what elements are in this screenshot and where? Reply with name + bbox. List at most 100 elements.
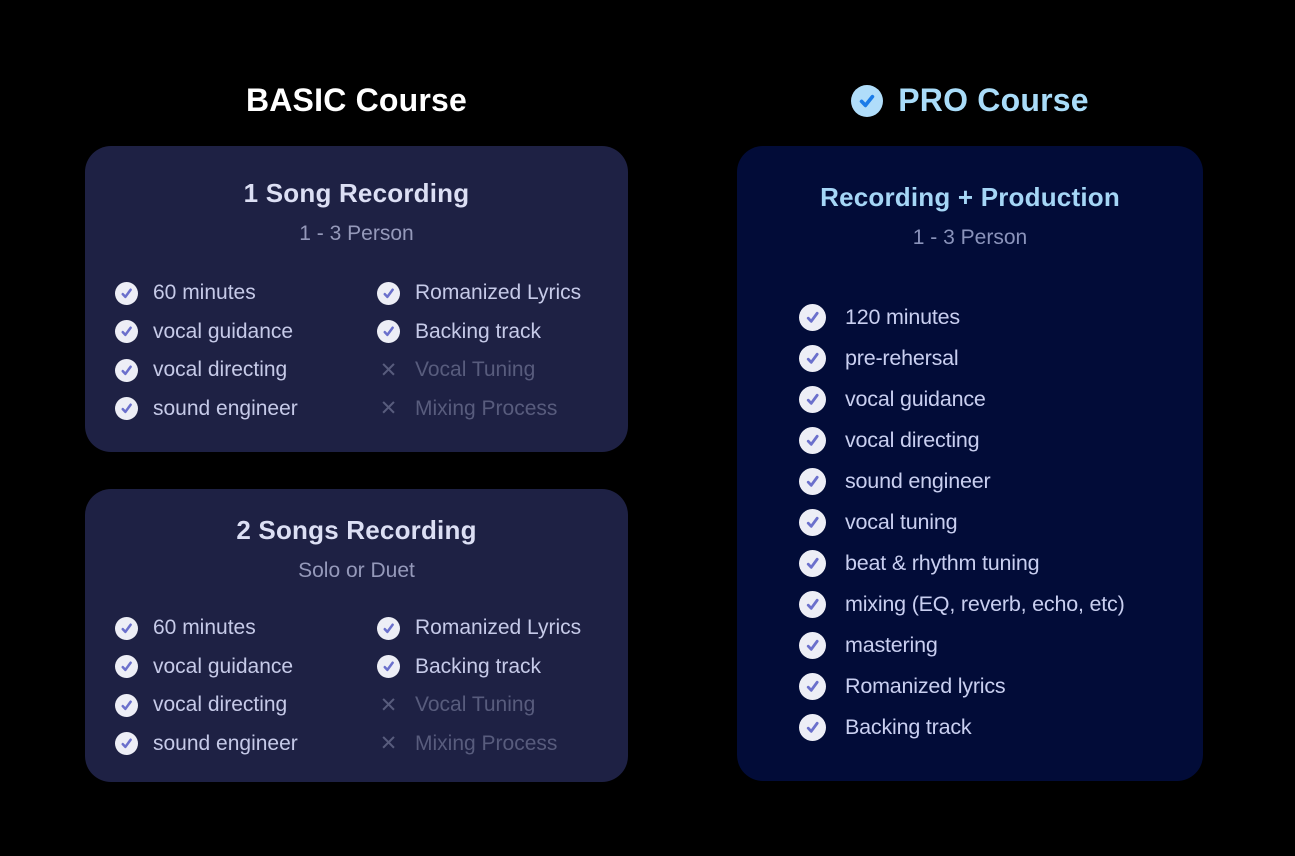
feature-item: ✕ vocal directing bbox=[799, 420, 1183, 461]
feature-column-right: ✕ Romanized Lyrics ✕ Backing track ✕ Voc… bbox=[377, 609, 610, 763]
check-icon bbox=[799, 468, 826, 495]
check-icon bbox=[115, 732, 138, 756]
feature-label: sound engineer bbox=[153, 396, 298, 420]
feature-item: ✕ vocal guidance bbox=[115, 648, 377, 687]
cross-icon: ✕ bbox=[379, 397, 398, 421]
card-title: Recording + Production bbox=[820, 182, 1120, 212]
feature-label: mastering bbox=[845, 633, 938, 657]
feature-item: ✕ mastering bbox=[799, 625, 1183, 666]
basic-card-1-song-recording: 1 Song Recording 1 - 3 Person ✕ 60 minut… bbox=[85, 146, 628, 452]
feature-column-left: ✕ 60 minutes ✕ vocal guidance ✕ vocal di… bbox=[115, 609, 377, 763]
feature-label: 60 minutes bbox=[153, 616, 256, 640]
check-circle-icon bbox=[851, 84, 884, 117]
feature-item: ✕ Backing track bbox=[799, 707, 1183, 748]
feature-label: vocal guidance bbox=[153, 319, 294, 343]
check-icon bbox=[115, 320, 138, 344]
check-icon bbox=[799, 591, 826, 618]
feature-item: ✕ mixing (EQ, reverb, echo, etc) bbox=[799, 584, 1183, 625]
feature-label: Backing track bbox=[415, 319, 542, 343]
check-icon bbox=[115, 397, 138, 421]
cross-icon: ✕ bbox=[379, 358, 398, 382]
feature-list: ✕ 60 minutes ✕ vocal guidance ✕ vocal di… bbox=[85, 274, 628, 428]
feature-item: ✕ sound engineer bbox=[115, 390, 377, 429]
feature-label: Mixing Process bbox=[415, 731, 558, 755]
feature-item: ✕ vocal guidance bbox=[799, 379, 1183, 420]
feature-item: ✕ Vocal Tuning bbox=[377, 686, 610, 725]
feature-label: Romanized Lyrics bbox=[415, 616, 582, 640]
feature-item: ✕ beat & rhythm tuning bbox=[799, 543, 1183, 584]
feature-label: Backing track bbox=[415, 654, 542, 678]
feature-label: Vocal Tuning bbox=[415, 358, 536, 382]
feature-label: sound engineer bbox=[153, 731, 298, 755]
check-icon bbox=[115, 358, 138, 382]
feature-label: vocal directing bbox=[153, 358, 288, 382]
feature-item: ✕ Backing track bbox=[377, 648, 610, 687]
feature-label: vocal guidance bbox=[845, 387, 986, 411]
feature-column-left: ✕ 60 minutes ✕ vocal guidance ✕ vocal di… bbox=[115, 274, 377, 428]
feature-label: Vocal Tuning bbox=[415, 693, 536, 717]
feature-item: ✕ vocal guidance bbox=[115, 313, 377, 352]
check-icon bbox=[115, 655, 138, 679]
feature-item: ✕ pre-rehersal bbox=[799, 338, 1183, 379]
check-icon bbox=[799, 345, 826, 372]
feature-label: vocal directing bbox=[153, 693, 288, 717]
feature-label: sound engineer bbox=[845, 469, 991, 493]
card-title: 2 Songs Recording bbox=[236, 515, 477, 545]
feature-label: Romanized lyrics bbox=[845, 674, 1006, 698]
feature-list: ✕ 60 minutes ✕ vocal guidance ✕ vocal di… bbox=[85, 609, 628, 763]
check-icon bbox=[799, 509, 826, 536]
pro-card-recording-production: Recording + Production 1 - 3 Person ✕ 12… bbox=[737, 146, 1203, 781]
check-icon bbox=[799, 550, 826, 577]
check-icon bbox=[799, 673, 826, 700]
feature-item: ✕ vocal tuning bbox=[799, 502, 1183, 543]
feature-item: ✕ Mixing Process bbox=[377, 390, 610, 429]
check-icon bbox=[115, 693, 138, 717]
feature-item: ✕ Romanized lyrics bbox=[799, 666, 1183, 707]
feature-column-right: ✕ Romanized Lyrics ✕ Backing track ✕ Voc… bbox=[377, 274, 610, 428]
feature-item: ✕ vocal directing bbox=[115, 351, 377, 390]
feature-item: ✕ Vocal Tuning bbox=[377, 351, 610, 390]
cross-icon: ✕ bbox=[379, 693, 398, 717]
check-icon bbox=[799, 427, 826, 454]
check-icon bbox=[115, 281, 138, 305]
cross-icon: ✕ bbox=[379, 732, 398, 756]
feature-label: vocal tuning bbox=[845, 510, 958, 534]
check-icon bbox=[377, 281, 400, 305]
feature-item: ✕ vocal directing bbox=[115, 686, 377, 725]
feature-item: ✕ 120 minutes bbox=[799, 297, 1183, 338]
card-subtitle: 1 - 3 Person bbox=[299, 222, 414, 245]
feature-label: Backing track bbox=[845, 715, 972, 739]
pro-course-heading-label: PRO Course bbox=[898, 82, 1089, 118]
pro-course-heading: PRO Course bbox=[737, 82, 1203, 119]
feature-item: ✕ Backing track bbox=[377, 313, 610, 352]
feature-label: beat & rhythm tuning bbox=[845, 551, 1040, 575]
card-subtitle: Solo or Duet bbox=[298, 559, 415, 582]
check-icon bbox=[115, 616, 138, 640]
feature-label: 120 minutes bbox=[845, 305, 960, 329]
feature-item: ✕ Mixing Process bbox=[377, 725, 610, 764]
feature-label: pre-rehersal bbox=[845, 346, 959, 370]
feature-label: mixing (EQ, reverb, echo, etc) bbox=[845, 592, 1125, 616]
check-icon bbox=[799, 304, 826, 331]
check-icon bbox=[799, 714, 826, 741]
check-icon bbox=[377, 320, 400, 344]
basic-card-2-songs-recording: 2 Songs Recording Solo or Duet ✕ 60 minu… bbox=[85, 489, 628, 782]
check-icon bbox=[377, 616, 400, 640]
feature-label: vocal directing bbox=[845, 428, 980, 452]
feature-item: ✕ sound engineer bbox=[115, 725, 377, 764]
feature-item: ✕ sound engineer bbox=[799, 461, 1183, 502]
feature-item: ✕ 60 minutes bbox=[115, 609, 377, 648]
feature-label: vocal guidance bbox=[153, 654, 294, 678]
card-title: 1 Song Recording bbox=[243, 178, 470, 208]
check-icon bbox=[377, 655, 400, 679]
feature-item: ✕ Romanized Lyrics bbox=[377, 274, 610, 313]
card-subtitle: 1 - 3 Person bbox=[912, 226, 1028, 249]
feature-label: Mixing Process bbox=[415, 396, 558, 420]
feature-label: Romanized Lyrics bbox=[415, 281, 582, 305]
feature-item: ✕ 60 minutes bbox=[115, 274, 377, 313]
feature-list: ✕ 120 minutes ✕ pre-rehersal ✕ vocal gui… bbox=[737, 297, 1203, 748]
check-icon bbox=[799, 632, 826, 659]
feature-label: 60 minutes bbox=[153, 281, 256, 305]
check-icon bbox=[799, 386, 826, 413]
basic-course-heading: BASIC Course bbox=[245, 82, 468, 118]
